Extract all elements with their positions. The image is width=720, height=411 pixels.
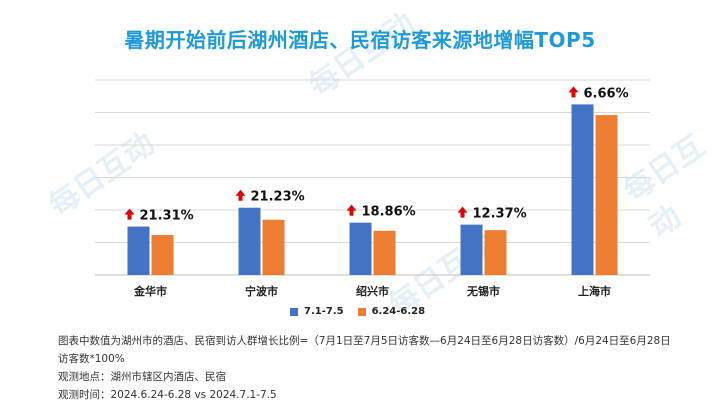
- legend-item-series1: 7.1-7.5: [290, 306, 344, 317]
- legend-swatch-series1: [290, 307, 298, 316]
- bar-series1: [349, 222, 372, 275]
- up-arrow-icon: [568, 86, 579, 98]
- x-tick-label: 金华市: [133, 284, 167, 298]
- bar-series1: [571, 104, 594, 275]
- data-label: 12.37%: [473, 207, 527, 222]
- bar-series2: [484, 230, 507, 275]
- bar-series2: [595, 115, 618, 275]
- footnotes: 图表中数值为湖州市的酒店、民宿到访人群增长比例=（7月1日至7月5日访客数—6月…: [58, 332, 698, 404]
- note-period: 观测时间：2024.6.24-6.28 vs 2024.7.1-7.5: [58, 389, 277, 401]
- up-arrow-icon: [124, 208, 135, 220]
- bar-series1: [460, 224, 483, 275]
- x-tick-label: 绍兴市: [356, 284, 389, 298]
- up-arrow-icon: [235, 189, 246, 201]
- data-label: 6.66%: [584, 86, 629, 101]
- legend-swatch-series2: [357, 307, 366, 316]
- legend-item-series2: 6.24-6.28: [357, 306, 426, 317]
- bar-series1: [238, 207, 261, 275]
- note-formula: 图表中数值为湖州市的酒店、民宿到访人群增长比例=（7月1日至7月5日访客数—6月…: [58, 335, 671, 347]
- x-tick-label: 宁波市: [245, 284, 278, 298]
- note-location: 观测地点：湖州市辖区内酒店、民宿: [58, 371, 226, 383]
- bar-series2: [262, 219, 285, 275]
- legend: 7.1-7.5 6.24-6.28: [290, 306, 425, 317]
- legend-label-series1: 7.1-7.5: [304, 306, 344, 317]
- up-arrow-icon: [346, 204, 357, 216]
- data-label: 21.31%: [140, 209, 194, 224]
- data-label: 18.86%: [362, 205, 416, 220]
- data-label: 21.23%: [251, 190, 305, 205]
- x-tick-label: 上海市: [578, 284, 611, 298]
- bar-series2: [151, 235, 174, 275]
- note-formula-cont: 访客数*100%: [58, 353, 125, 365]
- x-tick-label: 无锡市: [466, 284, 500, 298]
- bar-series2: [373, 230, 396, 275]
- chart-title: 暑期开始前后湖州酒店、民宿访客来源地增幅TOP5: [124, 28, 596, 52]
- bar-series1: [127, 226, 150, 275]
- up-arrow-icon: [457, 206, 468, 218]
- legend-label-series2: 6.24-6.28: [371, 306, 426, 317]
